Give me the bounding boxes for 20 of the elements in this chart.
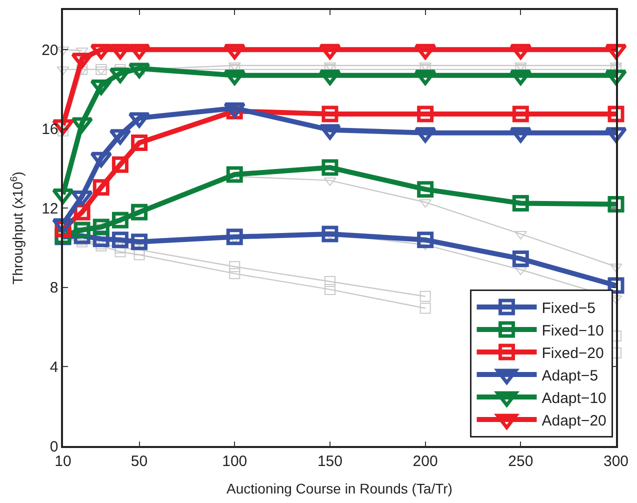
y-tick-label: 0 xyxy=(50,438,58,456)
legend-label: Fixed−5 xyxy=(542,300,596,317)
legend-label: Fixed−10 xyxy=(542,322,604,340)
legend-label: Adapt−5 xyxy=(542,367,598,384)
legend-label: Fixed−20 xyxy=(542,344,604,362)
x-tick-label: 100 xyxy=(222,452,248,470)
legend-label: Adapt−20 xyxy=(542,412,606,430)
y-tick-label: 20 xyxy=(42,42,58,59)
x-tick-label: 150 xyxy=(317,452,342,470)
y-tick-label: 16 xyxy=(42,121,58,138)
x-tick-label: 300 xyxy=(603,452,629,470)
x-tick-label: 50 xyxy=(130,452,148,470)
x-axis-title: Auctioning Course in Rounds (Ta/Tr) xyxy=(226,480,452,497)
x-tick-label: 10 xyxy=(54,452,72,470)
x-tick-label: 250 xyxy=(508,452,534,470)
legend-label: Adapt−10 xyxy=(542,390,606,407)
x-tick-label: 200 xyxy=(412,452,438,470)
y-tick-label: 12 xyxy=(42,200,58,218)
y-tick-label: 8 xyxy=(50,280,58,297)
y-tick-label: 4 xyxy=(50,358,58,376)
